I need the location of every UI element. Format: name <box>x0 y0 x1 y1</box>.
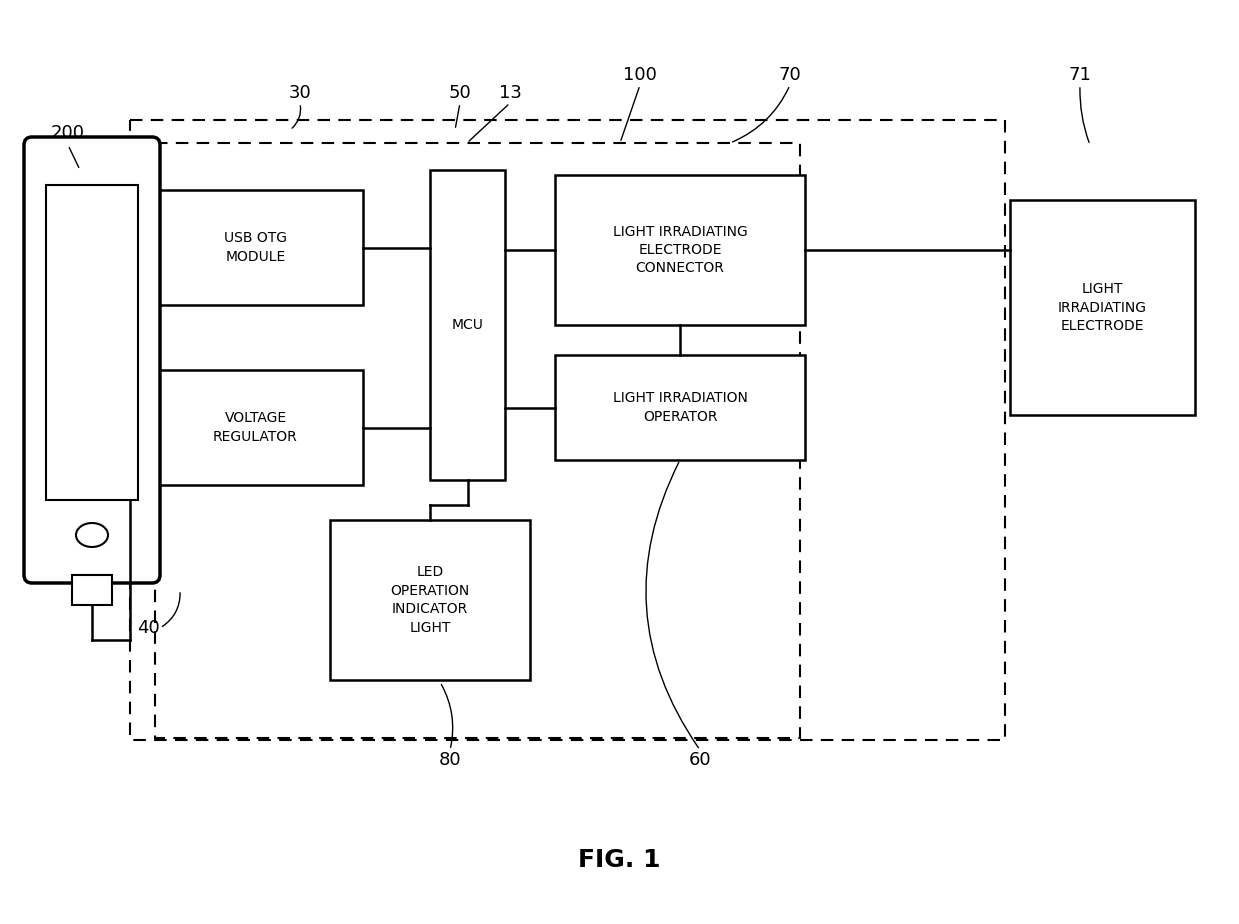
Text: LIGHT
IRRADIATING
ELECTRODE: LIGHT IRRADIATING ELECTRODE <box>1058 282 1147 333</box>
Bar <box>555 355 805 460</box>
Bar <box>330 520 530 680</box>
Text: 13: 13 <box>498 84 522 102</box>
Text: 71: 71 <box>1068 66 1092 84</box>
Text: 70: 70 <box>778 66 802 84</box>
FancyBboxPatch shape <box>24 137 160 583</box>
Bar <box>72 575 112 605</box>
Bar <box>555 175 805 325</box>
Bar <box>155 143 800 738</box>
Bar <box>1010 200 1194 415</box>
Text: 40: 40 <box>136 619 160 637</box>
Ellipse shape <box>76 523 108 547</box>
Text: LED
OPERATION
INDICATOR
LIGHT: LED OPERATION INDICATOR LIGHT <box>390 565 470 635</box>
Bar <box>147 370 363 485</box>
Text: FIG. 1: FIG. 1 <box>579 848 660 872</box>
Text: VOLTAGE
REGULATOR: VOLTAGE REGULATOR <box>213 411 297 444</box>
Text: 100: 100 <box>623 66 657 84</box>
Text: USB OTG
MODULE: USB OTG MODULE <box>224 231 287 263</box>
Bar <box>147 190 363 305</box>
Text: 30: 30 <box>289 84 311 102</box>
Text: 200: 200 <box>51 124 85 142</box>
Text: MCU: MCU <box>451 318 483 332</box>
Text: 80: 80 <box>439 751 461 769</box>
Bar <box>130 120 1005 740</box>
Text: LIGHT IRRADIATION
OPERATOR: LIGHT IRRADIATION OPERATOR <box>612 391 747 424</box>
Text: 50: 50 <box>449 84 471 102</box>
Bar <box>46 185 138 500</box>
Text: 60: 60 <box>689 751 711 769</box>
Text: LIGHT IRRADIATING
ELECTRODE
CONNECTOR: LIGHT IRRADIATING ELECTRODE CONNECTOR <box>612 225 747 275</box>
Bar <box>430 170 506 480</box>
